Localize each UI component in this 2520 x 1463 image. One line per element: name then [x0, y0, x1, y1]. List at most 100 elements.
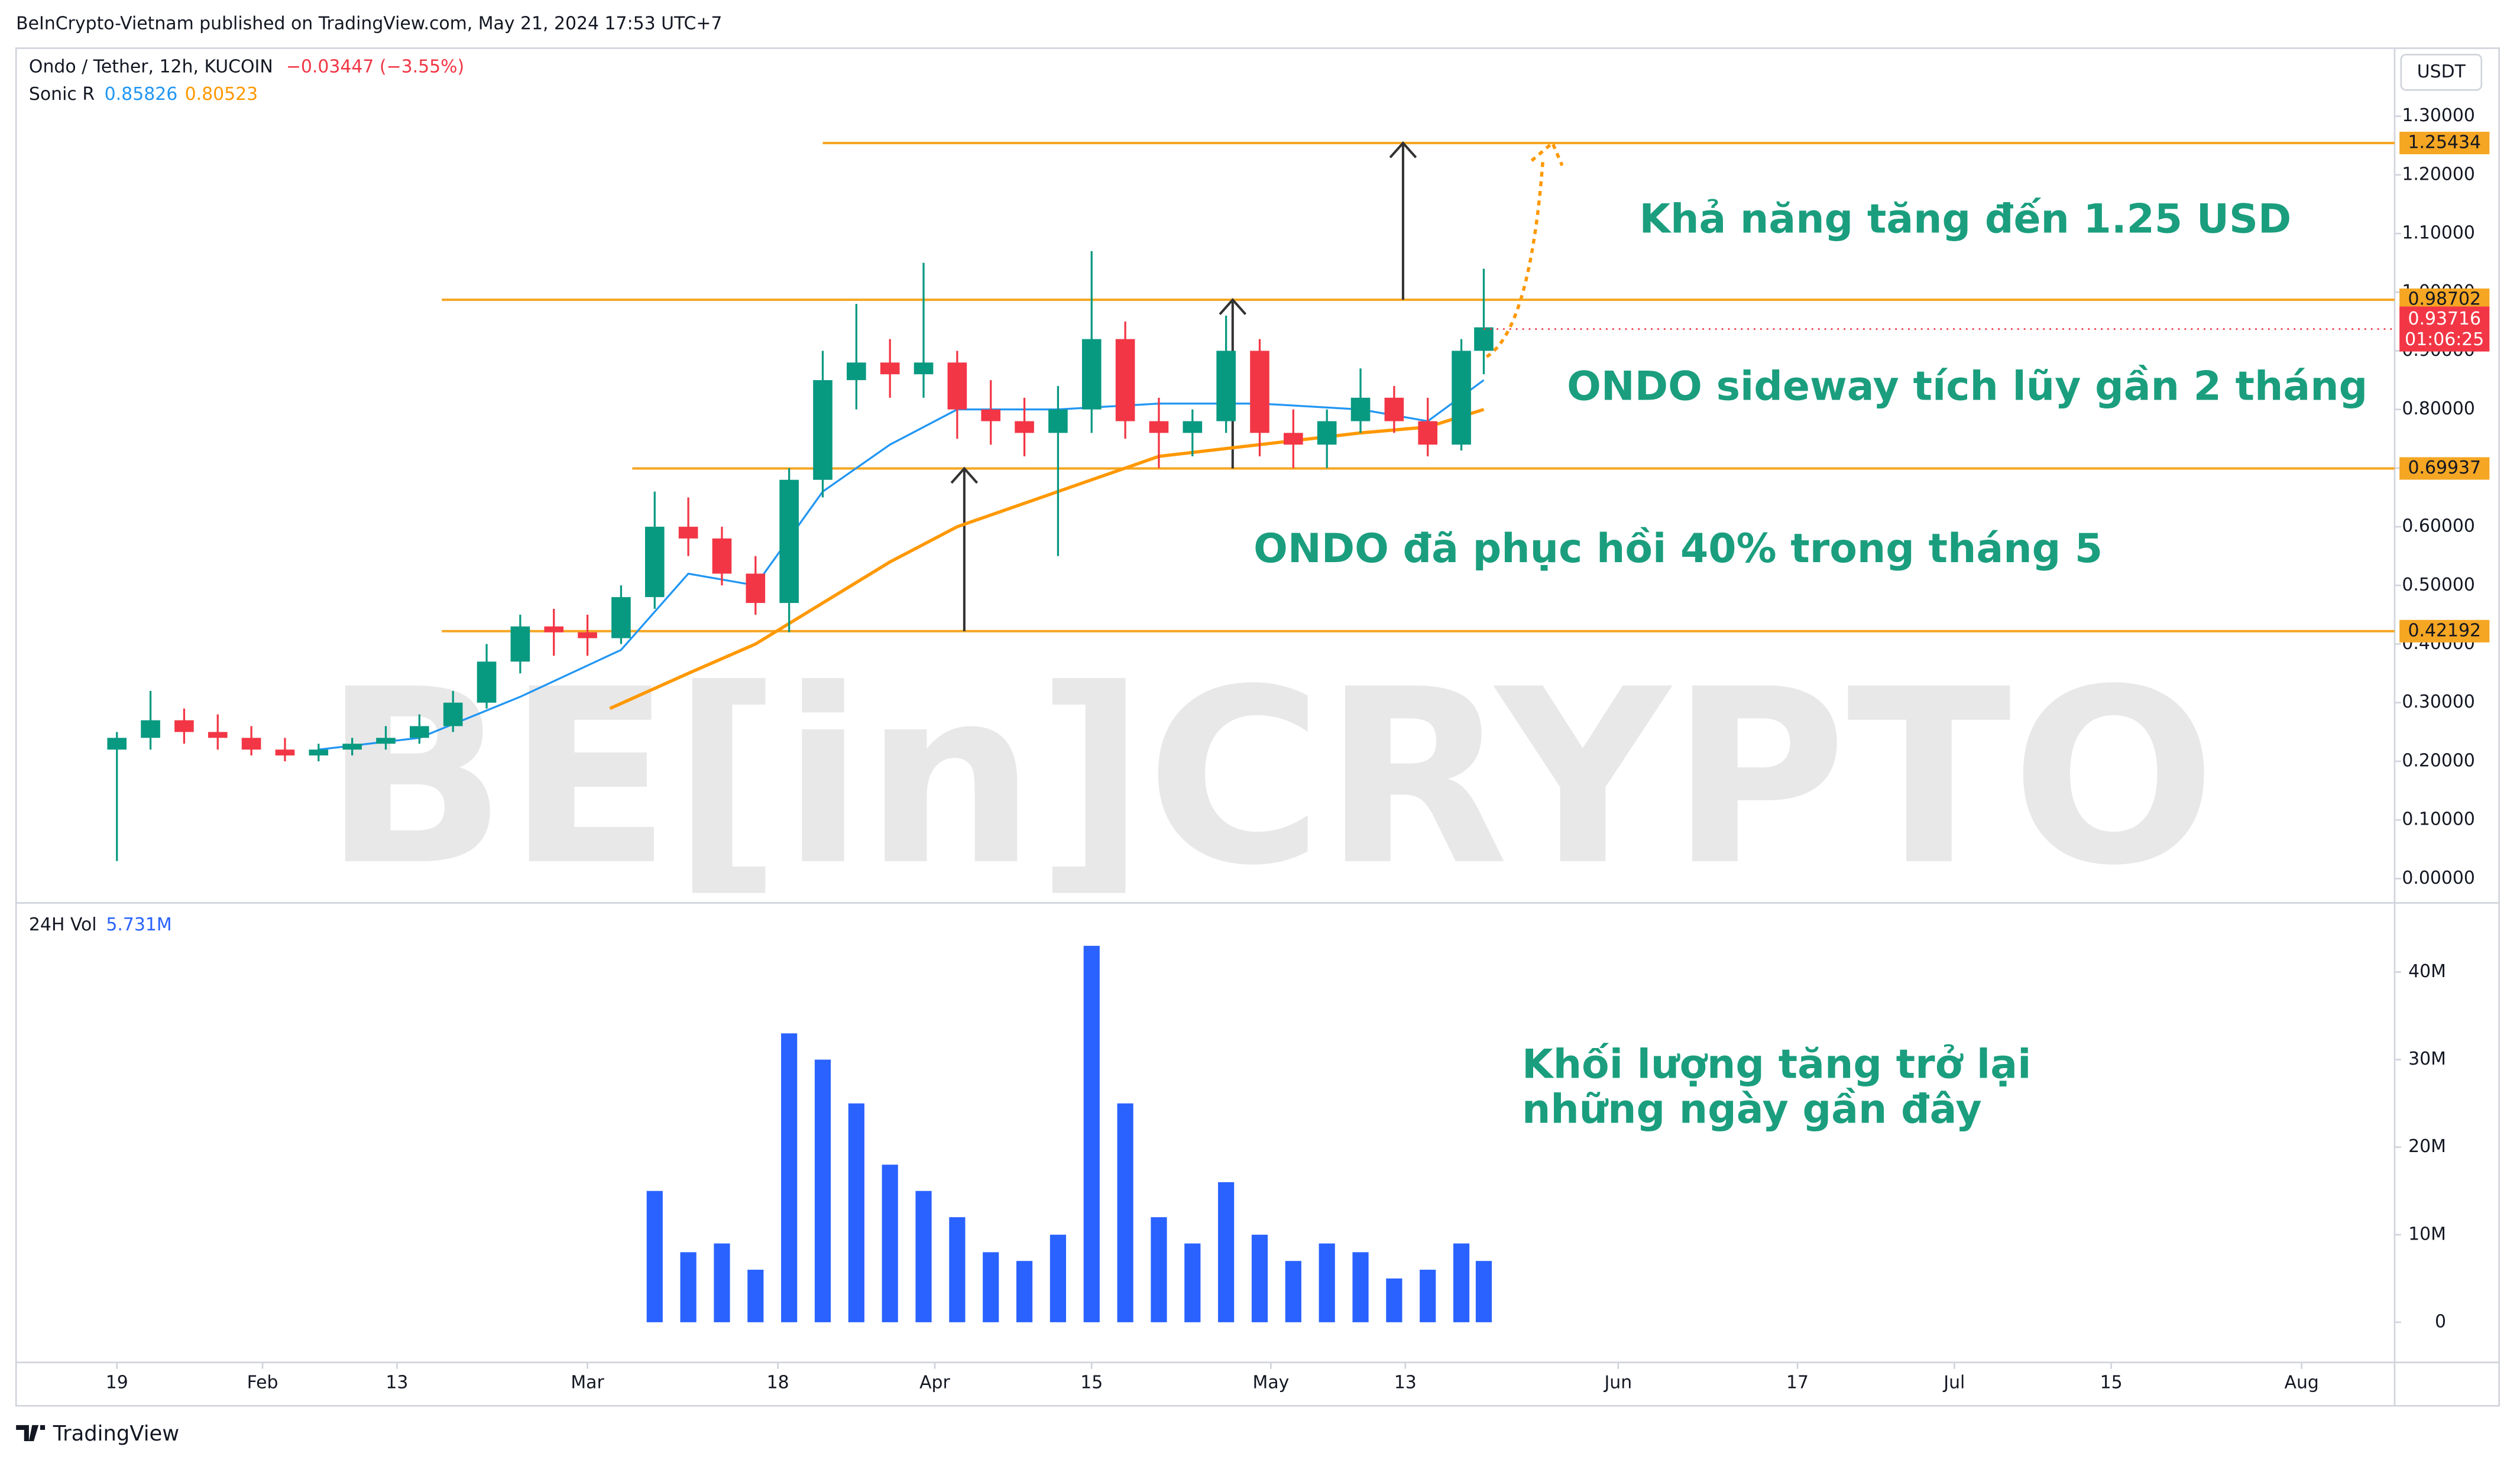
volume-bar — [747, 1270, 764, 1322]
candle-body — [880, 362, 900, 375]
y-tick-label: 0.50000 — [2402, 575, 2475, 595]
candle-body — [1452, 351, 1471, 445]
candle-body — [981, 409, 1001, 421]
volume-tick-label: 20M — [2408, 1136, 2446, 1157]
annotation: ONDO đã phục hồi 40% trong tháng 5 — [1253, 525, 2103, 572]
candle-body — [1183, 421, 1203, 433]
candle-body — [1474, 327, 1494, 351]
last-price-box — [2399, 306, 2490, 352]
y-tick-label: 0.80000 — [2402, 398, 2475, 419]
candle-body — [914, 362, 934, 375]
ma-line — [318, 379, 1485, 751]
level-label: 1.25434 — [2408, 132, 2481, 153]
candle-body — [342, 744, 362, 750]
candle-body — [611, 597, 631, 638]
x-tick-label: Jul — [1942, 1373, 1965, 1393]
candle-body — [1250, 351, 1269, 433]
candle-body — [947, 362, 967, 410]
candle-body — [1081, 339, 1102, 410]
volume-bar — [1420, 1270, 1436, 1322]
volume-bar — [1151, 1217, 1167, 1322]
annotation: những ngày gần đây — [1522, 1086, 1982, 1133]
x-tick-label: 13 — [386, 1373, 408, 1393]
candle-body — [1384, 397, 1404, 421]
volume-bar — [1319, 1243, 1335, 1322]
candle-body — [275, 750, 295, 756]
volume-bar — [949, 1217, 966, 1322]
candle-body — [174, 720, 194, 732]
annotation: Khả năng tăng đến 1.25 USD — [1639, 196, 2291, 243]
candle-body — [1216, 351, 1236, 421]
candle-body — [1149, 421, 1169, 433]
volume-tick-label: 30M — [2408, 1049, 2446, 1069]
footer: TradingView — [53, 1422, 179, 1446]
y-tick-label: 1.30000 — [2402, 105, 2475, 126]
volume-bar — [1016, 1261, 1033, 1322]
x-tick-label: Jun — [1603, 1373, 1632, 1393]
x-tick-label: 19 — [106, 1373, 128, 1393]
indicator-value: 0.85826 — [105, 84, 178, 105]
volume-value: 5.731M — [106, 914, 171, 935]
level-label-box — [2399, 131, 2490, 154]
annotation: ONDO sideway tích lũy gần 2 tháng — [1567, 363, 2367, 410]
annotation: Khối lượng tăng trở lại — [1522, 1041, 2031, 1088]
candle-body — [443, 702, 463, 726]
x-tick-label: Aug — [2285, 1373, 2319, 1393]
x-tick-label: 13 — [1394, 1373, 1417, 1393]
level-label: 0.98702 — [2408, 289, 2481, 310]
volume-bar — [646, 1190, 663, 1322]
indicator-value: 0.80523 — [185, 84, 258, 105]
candle-body — [1350, 397, 1371, 421]
volume-bar — [882, 1164, 898, 1322]
x-tick-label: May — [1253, 1373, 1290, 1393]
candle-body — [746, 573, 766, 604]
level-label-box — [2399, 457, 2490, 480]
candle-body — [309, 750, 329, 756]
volume-bar — [915, 1190, 932, 1322]
candle-body — [1115, 339, 1135, 421]
volume-tick-label: 40M — [2408, 961, 2446, 982]
volume-bar — [1386, 1278, 1402, 1322]
x-tick-label: 15 — [2100, 1373, 2123, 1393]
indicator-name: Sonic R — [29, 84, 95, 105]
candle-body — [544, 626, 564, 632]
projection-curve — [1485, 160, 1545, 358]
frame — [15, 47, 2500, 1407]
level-label: 0.69937 — [2408, 458, 2481, 478]
x-tick-label: 15 — [1080, 1373, 1103, 1393]
countdown: 01:06:25 — [2405, 329, 2484, 350]
candle-body — [208, 732, 228, 738]
candle-body — [1418, 421, 1438, 445]
volume-bar — [814, 1059, 831, 1322]
currency[interactable]: USDT — [2417, 61, 2466, 82]
arrow-head — [1219, 298, 1247, 315]
volume-bar — [680, 1252, 697, 1322]
y-tick-label: 1.20000 — [2402, 164, 2475, 184]
candle-body — [712, 538, 732, 574]
x-tick-label: Mar — [571, 1373, 604, 1393]
last-price-label: 0.93716 — [2408, 309, 2481, 329]
volume-tick-label: 0 — [2435, 1311, 2446, 1332]
volume-bar — [983, 1252, 999, 1322]
candle-body — [241, 738, 261, 750]
watermark: BE[in]CRYPTO — [323, 638, 2217, 919]
currency-box[interactable] — [2400, 54, 2483, 91]
change: −0.03447 (−3.55%) — [286, 57, 464, 77]
volume-bar — [714, 1243, 730, 1322]
candle-body — [578, 632, 597, 638]
volume-bar — [1218, 1182, 1235, 1322]
candle-body — [1284, 433, 1303, 445]
arrow-head — [1389, 141, 1417, 158]
candle-body — [847, 362, 866, 381]
level-label: 0.42192 — [2408, 620, 2481, 641]
y-tick-label: 1.10000 — [2402, 223, 2475, 244]
x-tick-label: 18 — [767, 1373, 789, 1393]
candle-body — [678, 527, 698, 539]
y-tick-label: 0.10000 — [2402, 809, 2475, 830]
volume-bar — [1453, 1243, 1470, 1322]
volume-bar — [1251, 1234, 1268, 1322]
candle-body — [813, 380, 833, 480]
candle-body — [477, 661, 497, 703]
level-label-box — [2399, 619, 2490, 643]
